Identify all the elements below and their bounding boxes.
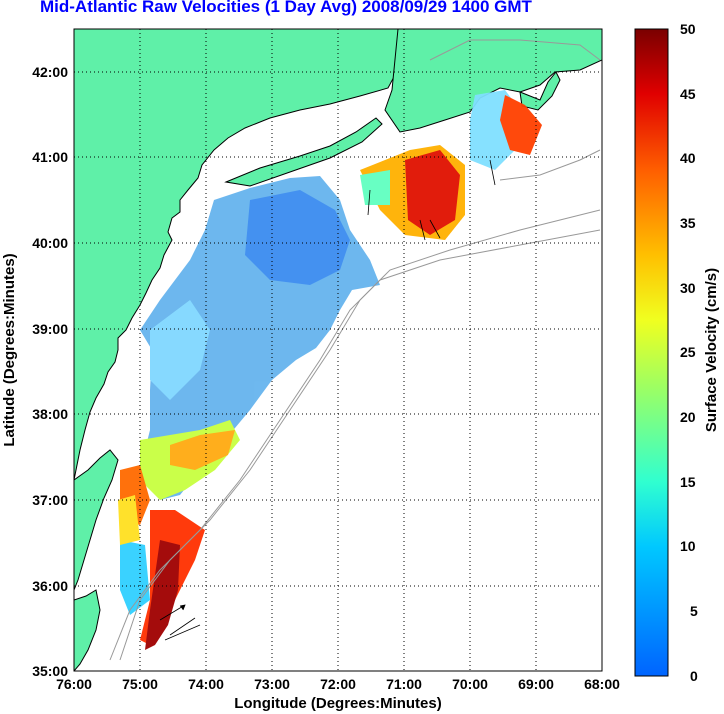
long-island bbox=[224, 117, 383, 187]
y-tick-label: 39:00 bbox=[32, 321, 68, 337]
map-title: Mid-Atlantic Raw Velocities (1 Day Avg) … bbox=[40, 0, 532, 16]
colorbar-label: Surface Velocity (cm/s) bbox=[703, 268, 720, 432]
colorbar-tick-label: 40 bbox=[680, 150, 696, 166]
plot-frame bbox=[73, 28, 603, 672]
cape-cod bbox=[519, 71, 561, 111]
x-tick-label: 72:00 bbox=[320, 676, 356, 692]
y-axis-label: Latitude (Degrees:Minutes) bbox=[1, 253, 18, 446]
x-tick-label: 75:00 bbox=[122, 676, 158, 692]
delmarva-land bbox=[74, 449, 119, 591]
north-carolina-land bbox=[74, 589, 101, 671]
colorbar-tick-label: 25 bbox=[680, 344, 696, 360]
x-axis-label: Longitude (Degrees:Minutes) bbox=[234, 695, 442, 712]
colorbar-tick-label: 15 bbox=[680, 474, 696, 490]
x-tick-label: 73:00 bbox=[254, 676, 290, 692]
colorbar bbox=[634, 28, 669, 677]
colorbar-tick-label: 50 bbox=[680, 21, 696, 37]
colorbar-tick-label: 0 bbox=[690, 668, 698, 684]
velocity-field bbox=[118, 90, 542, 650]
colorbar-tick-label: 20 bbox=[680, 409, 696, 425]
x-tick-label: 69:00 bbox=[518, 676, 554, 692]
colorbar-ticks: 0 5 10 15 20 25 30 35 40 45 50 bbox=[680, 21, 698, 684]
x-tick-label: 68:00 bbox=[584, 676, 620, 692]
colorbar-tick-label: 35 bbox=[680, 215, 696, 231]
colorbar-tick-label: 30 bbox=[680, 280, 696, 296]
y-tick-labels: 35:00 36:00 37:00 38:00 39:00 40:00 41:0… bbox=[32, 64, 68, 679]
land-mass bbox=[74, 29, 401, 481]
y-tick-label: 40:00 bbox=[32, 235, 68, 251]
colorbar-tick-label: 10 bbox=[680, 538, 696, 554]
x-tick-labels: 76:00 75:00 74:00 73:00 72:00 71:00 70:0… bbox=[56, 676, 620, 692]
velocity-arrows bbox=[159, 159, 496, 641]
x-tick-label: 70:00 bbox=[452, 676, 488, 692]
x-tick-label: 76:00 bbox=[56, 676, 92, 692]
y-tick-label: 38:00 bbox=[32, 406, 68, 422]
y-tick-label: 42:00 bbox=[32, 64, 68, 80]
x-tick-label: 74:00 bbox=[188, 676, 224, 692]
y-tick-label: 37:00 bbox=[32, 492, 68, 508]
colorbar-tick-label: 45 bbox=[680, 86, 696, 102]
y-tick-label: 41:00 bbox=[32, 149, 68, 165]
grid bbox=[74, 29, 602, 671]
x-tick-label: 71:00 bbox=[386, 676, 422, 692]
bathymetry-contours bbox=[109, 39, 601, 661]
y-tick-label: 36:00 bbox=[32, 578, 68, 594]
y-tick-label: 35:00 bbox=[32, 663, 68, 679]
colorbar-tick-label: 5 bbox=[690, 603, 698, 619]
